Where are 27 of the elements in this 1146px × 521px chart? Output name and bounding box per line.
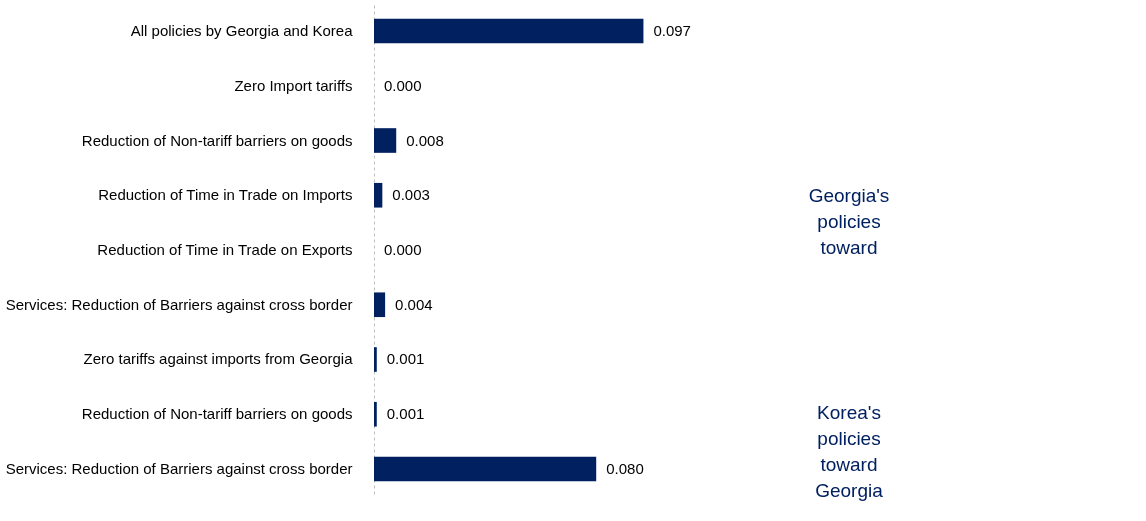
- bar: [374, 347, 377, 372]
- y-tick-label: All policies by Georgia and Korea: [130, 22, 354, 40]
- y-tick-label: Reduction of Time in Trade on Exports: [97, 241, 353, 258]
- data-label: 0.008: [406, 131, 444, 149]
- bar: [374, 18, 644, 44]
- bar: [374, 292, 386, 318]
- y-tick-label: Reduction of Non-tariff barriers on goods: [81, 405, 353, 423]
- data-label: 0.097: [653, 22, 691, 40]
- bar: [374, 401, 377, 427]
- y-tick-label: Services: Reduction of Barriers against cross border: [5, 295, 353, 313]
- y-tick-label: Reduction of Non-tariff barriers on goods: [81, 131, 353, 149]
- bar: [374, 456, 597, 482]
- data-label: 0.004: [395, 295, 433, 313]
- text: Georgia's policies toward: [808, 184, 890, 258]
- data-label: 0.080: [606, 459, 644, 477]
- y-tick-label: Zero Import tariffs: [234, 76, 353, 94]
- data-label: 0.000: [384, 76, 422, 94]
- bar: [374, 128, 397, 153]
- y-tick-label: Services: Reduction of Barriers against cross border: [5, 459, 353, 477]
- bar: [374, 182, 383, 208]
- data-label: 0.001: [386, 405, 425, 423]
- text: Korea's policies toward Georgia: [815, 402, 884, 502]
- data-label: 0.003: [392, 186, 430, 204]
- y-tick-label: Reduction of Time in Trade on Imports: [98, 186, 353, 204]
- data-label: 0.000: [384, 241, 422, 258]
- data-label: 0.001: [386, 350, 425, 368]
- y-tick-label: Zero tariffs against imports from Georgia: [83, 350, 354, 368]
